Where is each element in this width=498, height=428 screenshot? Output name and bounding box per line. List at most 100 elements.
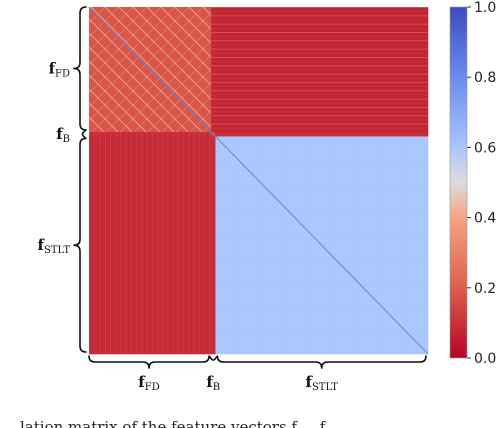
stripe-col [155,131,157,354]
stripe-col [146,131,148,354]
stripe-col [150,131,152,354]
col-label-STLT: fSTLT [305,373,338,393]
stripe-col [167,131,169,354]
stripe-col [101,131,103,354]
heatmap-block-FD-B [211,7,216,133]
stripe-row [211,94,428,96]
stripe-row [211,7,428,8]
block-labels: fFD fFD fB fB fSTLT fSTLT [38,59,339,393]
row-label-FD: fFD [49,59,70,79]
stripe-row [211,65,428,67]
stripe-col [204,131,206,354]
stripe-col [118,131,120,354]
stripe-row [211,19,428,21]
heatmap-block-B-STLT [215,131,429,137]
stripe-col [165,131,167,354]
stripe-col [186,131,188,354]
block-braces [73,6,427,369]
stripe-col [102,131,104,354]
stripe-col [193,131,195,354]
colorbar-tick-label: 0.4 [474,211,496,227]
stripe-col [179,131,181,354]
brace-row-B [81,130,86,139]
stripe-col [144,131,146,354]
stripe-col [181,131,183,354]
stripe-col [163,131,165,354]
stripe-col [170,131,172,354]
brace-col-B [209,356,218,361]
stripe-col [200,131,202,354]
stripe-row [211,48,428,50]
heatmap-stripes [88,6,429,355]
heatmap-block-STLT-B [211,136,216,355]
stripe-col [172,131,174,354]
stripe-col [198,131,200,354]
stripe-col [169,131,171,354]
stripe-col [156,131,158,354]
stripe-row [211,69,428,71]
stripe-col [183,131,185,354]
stripe-col [190,131,192,354]
col-label-B: fB [206,373,220,393]
stripe-col [162,131,164,354]
heatmap-area [88,6,429,355]
stripe-row [211,119,428,121]
stripe-col [160,131,162,354]
stripe-row [211,98,428,100]
stripe-col [127,131,129,354]
stripe-col [134,131,136,354]
stripe-col [120,131,122,354]
stripe-col [153,131,155,354]
colorbar-tick-label: 1.0 [474,0,496,16]
stripe-col [209,131,211,354]
stripe-row [211,73,428,75]
stripe-col [132,131,134,354]
stripe-col [129,131,131,354]
stripe-col [143,131,145,354]
stripe-col [207,131,209,354]
stripe-col [123,131,125,354]
stripe-col [116,131,118,354]
stripe-col [92,131,94,354]
heatmap-diagonal [88,6,429,355]
stripe-row [211,81,428,83]
stripe-row [211,111,428,113]
stripe-col [184,131,186,354]
stripe-col [195,131,197,354]
stripe-col [188,131,190,354]
stripe-row [211,86,428,88]
col-label-FD: fFD [138,373,159,393]
stripe-col [130,131,132,354]
stripe-col [108,131,110,354]
stripe-row [211,44,428,46]
stripe-col [197,131,199,354]
colorbar-tick-label: 0.6 [474,140,496,156]
stripe-col [90,131,92,354]
stripe-col [137,131,139,354]
stripe-col [136,131,138,354]
stripe-row [211,123,428,125]
caption-text: lation matrix of the feature vectors f f [20,418,327,428]
stripe-col [174,131,176,354]
stripe-col [158,131,160,354]
brace-col-STLT [216,355,427,369]
stripe-col [109,131,111,354]
row-label-B: fB [56,125,70,145]
stripe-row [211,127,428,129]
stripe-row [211,40,428,42]
stripe-col [113,131,115,354]
stripe-row [211,31,428,33]
stripe-row [211,90,428,92]
stripe-row [211,23,428,25]
stripe-col [104,131,106,354]
stripe-row [211,115,428,117]
stripe-col [99,131,101,354]
stripe-col [176,131,178,354]
stripe-row [211,61,428,63]
stripe-row [211,52,428,54]
stripe-row [211,36,428,38]
stripe-col [139,131,141,354]
stripe-col [115,131,117,354]
stripe-row [211,15,428,17]
